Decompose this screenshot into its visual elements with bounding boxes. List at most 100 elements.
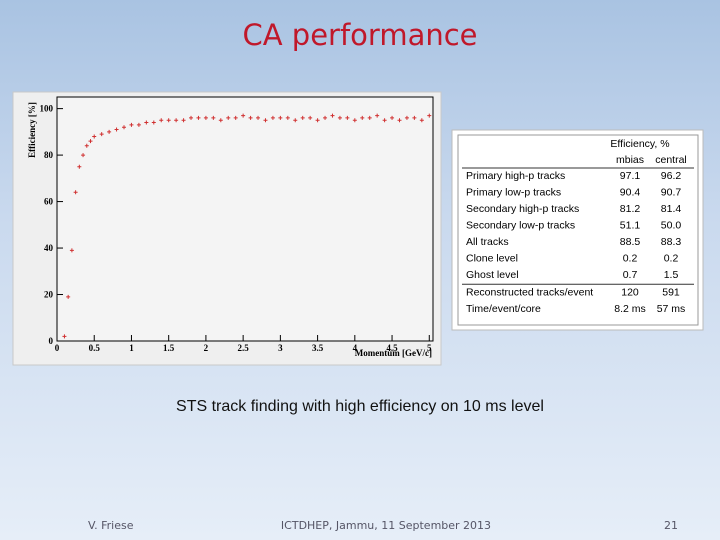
data-point: [226, 115, 231, 120]
table-cell: 97.1: [620, 170, 641, 182]
table-cell: 81.2: [620, 203, 641, 215]
data-point: [241, 113, 246, 118]
data-point: [397, 118, 402, 123]
data-point: [315, 118, 320, 123]
x-tick-label: 2.5: [238, 343, 250, 353]
table-cell: 88.3: [661, 236, 682, 248]
data-point: [427, 113, 432, 118]
data-point: [84, 143, 89, 148]
x-tick-label: 4.5: [386, 343, 398, 353]
data-point: [136, 122, 141, 127]
data-point: [248, 115, 253, 120]
data-point: [107, 129, 112, 134]
table-cell: 90.7: [661, 186, 682, 198]
data-point: [308, 115, 313, 120]
row-label: Primary low-p tracks: [466, 186, 561, 198]
column-header: central: [655, 154, 687, 166]
x-tick-label: 3.5: [312, 343, 324, 353]
data-point: [345, 115, 350, 120]
data-point: [375, 113, 380, 118]
data-point: [352, 118, 357, 123]
caption: STS track finding with high efficiency o…: [176, 398, 544, 415]
table-cell: 591: [662, 286, 680, 298]
table-frame: [457, 134, 699, 326]
table-cell: 88.5: [620, 236, 641, 248]
data-point: [114, 127, 119, 132]
data-point: [337, 115, 342, 120]
column-header: mbias: [616, 154, 644, 166]
x-tick-label: 3: [278, 343, 283, 353]
slide-title: CA performance: [242, 18, 478, 52]
data-point: [211, 115, 216, 120]
table-cell: 0.2: [623, 252, 638, 264]
table-cell: 0.2: [664, 252, 679, 264]
data-point: [323, 115, 328, 120]
x-tick-label: 5: [427, 343, 432, 353]
data-point: [81, 153, 86, 158]
row-label: Time/event/core: [466, 303, 541, 315]
data-point: [88, 139, 93, 144]
table-cell: 120: [621, 286, 639, 298]
data-point: [73, 190, 78, 195]
data-point: [159, 118, 164, 123]
data-point: [203, 115, 208, 120]
table-cell: 8.2 ms: [614, 303, 646, 315]
x-tick-label: 2: [204, 343, 209, 353]
x-tick-label: 1.5: [163, 343, 175, 353]
table-cell: 1.5: [664, 269, 679, 281]
data-point: [181, 118, 186, 123]
y-tick-label: 40: [44, 243, 54, 253]
table-cell: 51.1: [620, 219, 641, 231]
table-box: [451, 129, 704, 331]
data-point: [390, 115, 395, 120]
data-point: [189, 115, 194, 120]
data-point: [144, 120, 149, 125]
table-cell: 90.4: [620, 186, 641, 198]
data-point: [166, 118, 171, 123]
page-number: 21: [664, 519, 678, 532]
table-cell: 50.0: [661, 219, 682, 231]
table-cell: 96.2: [661, 170, 682, 182]
row-label: Ghost level: [466, 269, 519, 281]
data-point: [300, 115, 305, 120]
data-point: [99, 132, 104, 137]
row-label: Primary high-p tracks: [466, 170, 565, 182]
row-label: All tracks: [466, 236, 509, 248]
data-point: [122, 125, 127, 130]
data-point: [367, 115, 372, 120]
footer-event: ICTDHEP, Jammu, 11 September 2013: [280, 519, 492, 532]
data-point: [218, 118, 223, 123]
plot-frame: [56, 96, 434, 342]
x-tick-label: 0: [55, 343, 60, 353]
x-tick-label: 1: [129, 343, 134, 353]
table-header: Efficiency, %: [610, 138, 669, 150]
row-label: Secondary low-p tracks: [466, 219, 575, 231]
data-point: [196, 115, 201, 120]
data-point: [419, 118, 424, 123]
y-tick-label: 0: [49, 336, 54, 346]
x-axis-title: Momentum [GeV/c]: [355, 348, 432, 358]
table-cell: 0.7: [623, 269, 638, 281]
y-axis-title: Efficiency [%]: [27, 102, 37, 158]
data-point: [256, 115, 261, 120]
x-tick-label: 4: [353, 343, 358, 353]
table-cell: 57 ms: [657, 303, 686, 315]
data-point: [69, 248, 74, 253]
data-point: [151, 120, 156, 125]
y-tick-label: 20: [44, 290, 54, 300]
data-point: [92, 134, 97, 139]
data-point: [77, 164, 82, 169]
row-label: Secondary high-p tracks: [466, 203, 579, 215]
data-point: [270, 115, 275, 120]
data-point: [404, 115, 409, 120]
x-tick-label: 0.5: [89, 343, 101, 353]
data-point: [174, 118, 179, 123]
data-point: [278, 115, 283, 120]
data-point: [360, 115, 365, 120]
row-label: Clone level: [466, 252, 518, 264]
data-point: [285, 115, 290, 120]
data-point: [66, 294, 71, 299]
data-point: [129, 122, 134, 127]
